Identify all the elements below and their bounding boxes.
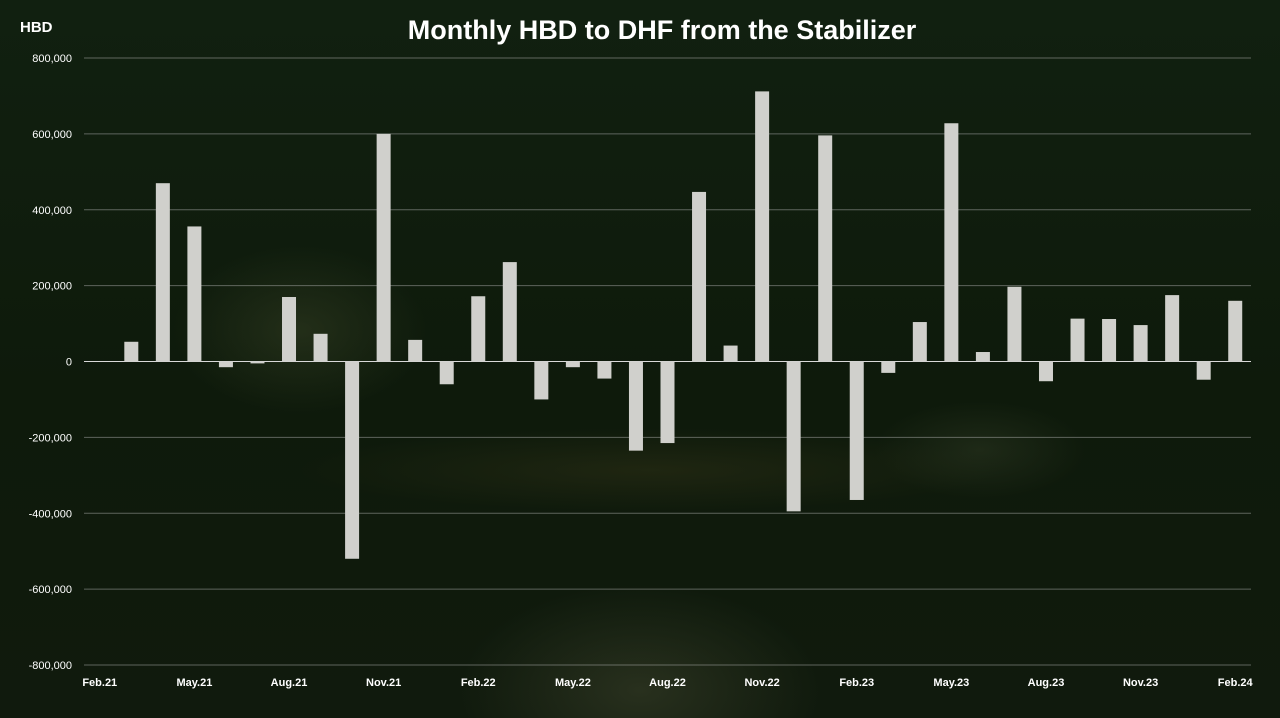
y-tick-label: 800,000	[32, 53, 72, 65]
bar-Dec.21	[408, 339, 423, 362]
chart-title: Monthly HBD to DHF from the Stabilizer	[408, 15, 917, 45]
bar-Jul.23	[1007, 286, 1022, 362]
x-tick-label: May.23	[933, 677, 969, 689]
bar-Oct.21	[345, 361, 360, 559]
bar-Jul.22	[628, 361, 643, 451]
bar-Apr.23	[912, 322, 927, 362]
x-tick-label: Feb.23	[839, 677, 874, 689]
y-tick-label: -200,000	[29, 432, 72, 444]
x-tick-label: May.22	[555, 677, 591, 689]
bar-Apr.21	[155, 183, 170, 362]
bar-Jun.22	[597, 361, 612, 379]
bar-Jun.23	[975, 352, 990, 362]
x-tick-label: Feb.22	[461, 677, 496, 689]
bar-May.21	[187, 226, 202, 362]
bar-Jan.24	[1196, 361, 1211, 380]
bar-May.22	[565, 361, 580, 368]
bar-May.23	[944, 123, 959, 362]
bar-Nov.21	[376, 133, 391, 362]
y-tick-label: 200,000	[32, 281, 72, 293]
bar-Mar.21	[124, 341, 139, 362]
y-axis-unit-label: HBD	[20, 19, 53, 36]
gridlines	[84, 57, 1251, 666]
bar-Dec.22	[786, 361, 801, 512]
bar-Mar.23	[881, 361, 896, 373]
y-tick-label: 400,000	[32, 205, 72, 217]
y-tick-label: -600,000	[29, 584, 72, 596]
bars	[124, 91, 1243, 559]
bar-Jul.21	[250, 361, 265, 364]
bar-Nov.23	[1133, 325, 1148, 362]
bar-Feb.23	[849, 361, 864, 500]
bar-Oct.23	[1102, 319, 1117, 362]
x-tick-label: Feb.21	[82, 677, 117, 689]
bar-Sep.22	[692, 191, 707, 362]
bar-Jan.23	[818, 135, 833, 362]
bar-Aug.23	[1038, 361, 1053, 382]
x-axis-tick-labels: Feb.21 May.21 Aug.21 Nov.21 Feb.22 May.22 Aug.…	[82, 677, 1253, 689]
x-tick-label: Feb.24	[1218, 677, 1254, 689]
x-tick-label: Aug.21	[271, 677, 308, 689]
bar-Sep.21	[313, 333, 328, 362]
bar-Aug.22	[660, 361, 675, 444]
x-tick-label: Nov.22	[744, 677, 779, 689]
y-tick-label: 0	[66, 357, 72, 369]
y-tick-label: -800,000	[29, 660, 72, 672]
x-tick-label: Aug.22	[649, 677, 686, 689]
y-tick-label: -400,000	[29, 508, 72, 520]
x-tick-label: Nov.23	[1123, 677, 1158, 689]
bar-Apr.22	[534, 361, 549, 400]
bar-Feb.22	[471, 296, 486, 362]
y-axis-tick-labels: -800,000 -600,000 -400,000 -200,000 0 200,000…	[29, 53, 72, 672]
bar-Oct.22	[723, 345, 738, 362]
bar-Mar.22	[502, 262, 517, 362]
bar-Nov.22	[755, 91, 770, 362]
x-tick-label: Aug.23	[1028, 677, 1065, 689]
y-tick-label: 600,000	[32, 129, 72, 141]
bar-Jan.22	[439, 361, 454, 385]
bar-Dec.23	[1165, 295, 1180, 362]
bar-Jun.21	[218, 361, 233, 368]
x-tick-label: May.21	[176, 677, 212, 689]
x-tick-label: Nov.21	[366, 677, 401, 689]
bar-Sep.23	[1070, 318, 1085, 362]
bar-Feb.24	[1228, 300, 1243, 362]
bar-Aug.21	[282, 297, 297, 362]
